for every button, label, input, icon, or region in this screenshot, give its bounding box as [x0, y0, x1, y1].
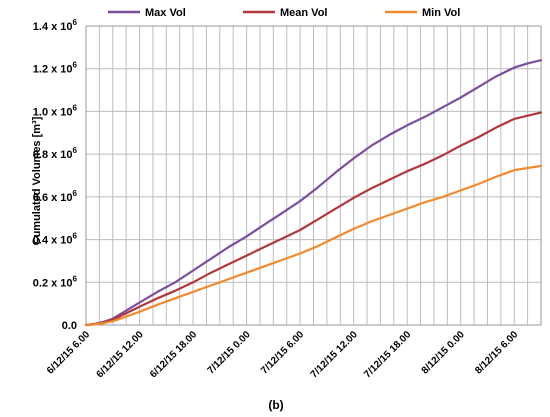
- grid-layer: [85, 25, 542, 326]
- series-layer: [84, 59, 543, 327]
- y-tick-label: 0.2 x 106: [33, 274, 78, 289]
- legend-label: Max Vol: [145, 7, 186, 19]
- legend-label: Mean Vol: [280, 7, 327, 19]
- y-tick-label: 1.2 x 106: [33, 61, 78, 76]
- plot-area-border: [85, 25, 542, 326]
- x-tick-label: 7/12/15 6.00: [259, 329, 306, 376]
- x-tick-label: 7/12/15 12.00: [309, 329, 360, 380]
- legend-label: Min Vol: [422, 7, 460, 19]
- series-line-max-vol: [84, 59, 543, 327]
- x-tick-label: 7/12/15 18.00: [362, 329, 413, 380]
- y-tick-label: 0.4 x 106: [33, 232, 78, 247]
- figure-caption: (b): [268, 398, 283, 412]
- y-tick-label: 1.0 x 106: [33, 103, 78, 118]
- y-axis-title: Cumulated Volumes [m³]: [31, 116, 43, 245]
- x-tick-label: 6/12/15 6.00: [45, 329, 92, 376]
- x-tick-label: 6/12/15 12.00: [95, 329, 146, 380]
- y-tick-label: 1.4 x 106: [33, 18, 78, 33]
- x-tick-label: 8/12/15 0.00: [420, 329, 467, 376]
- legend: Max Vol Mean Vol Min Vol: [108, 7, 460, 19]
- y-tick-label: 0.0: [62, 320, 77, 332]
- series-line-min-vol: [84, 164, 543, 327]
- x-tick-label: 8/12/15 6.00: [473, 329, 520, 376]
- y-tick-label: 0.8 x 106: [33, 146, 78, 161]
- x-tick-label: 7/12/15 0.00: [206, 329, 253, 376]
- series-line-mean-vol: [84, 111, 543, 327]
- x-tick-label: 6/12/15 18.00: [148, 329, 199, 380]
- y-tick-label: 0.6 x 106: [33, 189, 78, 204]
